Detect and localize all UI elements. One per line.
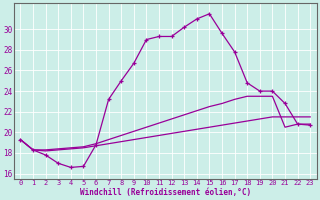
X-axis label: Windchill (Refroidissement éolien,°C): Windchill (Refroidissement éolien,°C) [80, 188, 251, 197]
